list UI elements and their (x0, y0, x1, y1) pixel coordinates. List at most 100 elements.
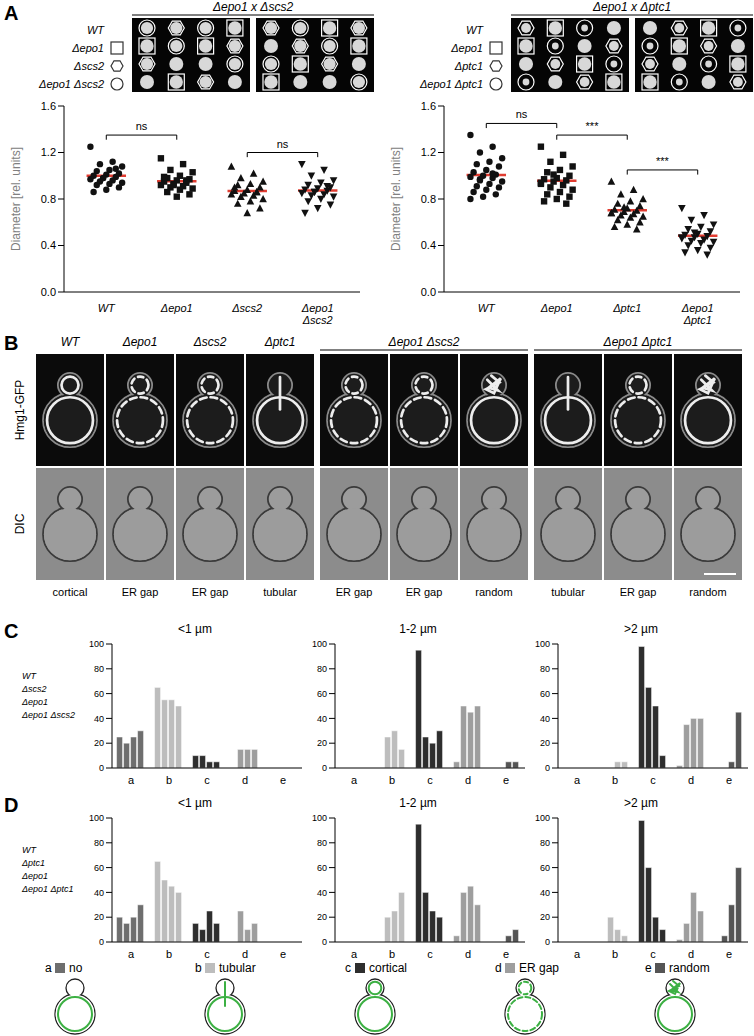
svg-text:ns: ns (136, 120, 148, 132)
svg-text:100: 100 (535, 813, 550, 823)
svg-text:tubular: tubular (263, 586, 297, 598)
svg-text:40: 40 (540, 714, 550, 724)
svg-text:e: e (503, 948, 509, 960)
svg-text:1.2: 1.2 (41, 146, 56, 158)
svg-text:0.4: 0.4 (41, 239, 56, 251)
svg-text:1.2: 1.2 (421, 146, 436, 158)
svg-text:80: 80 (317, 664, 327, 674)
svg-text:a: a (45, 961, 52, 975)
svg-text:Δepo1: Δepo1 (71, 42, 104, 54)
svg-text:random: random (669, 961, 710, 975)
svg-text:no: no (69, 961, 83, 975)
svg-text:0: 0 (322, 937, 327, 947)
svg-text:a: a (574, 774, 581, 786)
svg-text:100: 100 (89, 639, 104, 649)
svg-text:0.0: 0.0 (41, 286, 56, 298)
svg-text:Δepo1 x Δptc1: Δepo1 x Δptc1 (592, 0, 671, 14)
svg-text:Hmg1-GFP: Hmg1-GFP (13, 380, 27, 441)
svg-text:WT: WT (87, 24, 105, 36)
svg-text:tubular: tubular (219, 961, 256, 975)
svg-text:100: 100 (89, 813, 104, 823)
svg-text:***: *** (656, 155, 670, 167)
svg-text:a: a (128, 774, 135, 786)
svg-text:Δptc1: Δptc1 (612, 302, 641, 314)
svg-text:cortical: cortical (369, 961, 407, 975)
svg-text:Δscs2: Δscs2 (231, 302, 262, 314)
svg-text:Δepo1Δptc1: Δepo1Δptc1 (681, 302, 714, 326)
svg-text:tubular: tubular (551, 586, 585, 598)
svg-text:40: 40 (540, 888, 550, 898)
svg-text:40: 40 (94, 888, 104, 898)
svg-text:0.8: 0.8 (421, 193, 436, 205)
svg-text:Δepo1: Δepo1 (540, 302, 573, 314)
svg-text:b: b (612, 774, 618, 786)
svg-text:e: e (280, 774, 286, 786)
svg-text:cortical: cortical (53, 586, 88, 598)
svg-text:ER gap: ER gap (192, 586, 229, 598)
svg-text:40: 40 (317, 888, 327, 898)
svg-text:0.8: 0.8 (41, 193, 56, 205)
svg-text:d: d (242, 948, 248, 960)
svg-text:c: c (204, 948, 210, 960)
svg-text:60: 60 (317, 863, 327, 873)
svg-text:Δepo1: Δepo1 (160, 302, 193, 314)
svg-text:b: b (389, 774, 395, 786)
svg-text:DIC: DIC (13, 513, 27, 534)
svg-text:60: 60 (540, 689, 550, 699)
svg-text:0: 0 (545, 937, 550, 947)
svg-text:80: 80 (94, 838, 104, 848)
svg-text:c: c (650, 774, 656, 786)
svg-text:ns: ns (277, 138, 289, 150)
svg-text:d: d (495, 961, 502, 975)
svg-text:ER gap: ER gap (406, 586, 443, 598)
svg-text:Δptc1: Δptc1 (454, 60, 483, 72)
svg-text:a: a (574, 948, 581, 960)
svg-text:b: b (166, 948, 172, 960)
svg-text:c: c (650, 948, 656, 960)
svg-text:random: random (475, 586, 512, 598)
svg-text:ER gap: ER gap (122, 586, 159, 598)
svg-text:Diameter [rel. units]: Diameter [rel. units] (389, 147, 403, 251)
svg-text:e: e (280, 948, 286, 960)
svg-text:20: 20 (540, 738, 550, 748)
svg-text:Δptc1: Δptc1 (264, 335, 296, 349)
svg-text:c: c (204, 774, 210, 786)
svg-text:b: b (389, 948, 395, 960)
svg-text:d: d (688, 774, 694, 786)
svg-text:Diameter [rel. units]: Diameter [rel. units] (9, 147, 23, 251)
svg-text:0: 0 (545, 763, 550, 773)
svg-text:80: 80 (540, 838, 550, 848)
svg-text:WT: WT (466, 24, 484, 36)
svg-text:1.6: 1.6 (41, 100, 56, 112)
svg-text:60: 60 (540, 863, 550, 873)
svg-text:d: d (465, 774, 471, 786)
svg-text:40: 40 (94, 714, 104, 724)
svg-text:Δepo1: Δepo1 (122, 335, 158, 349)
svg-text:ER gap: ER gap (336, 586, 373, 598)
svg-text:20: 20 (94, 912, 104, 922)
svg-text:100: 100 (535, 639, 550, 649)
svg-text:e: e (645, 961, 652, 975)
svg-text:20: 20 (540, 912, 550, 922)
svg-text:100: 100 (312, 639, 327, 649)
svg-text:60: 60 (94, 863, 104, 873)
svg-text:80: 80 (540, 664, 550, 674)
svg-text:100: 100 (312, 813, 327, 823)
svg-text:c: c (427, 774, 433, 786)
svg-text:a: a (128, 948, 135, 960)
svg-text:20: 20 (317, 738, 327, 748)
svg-text:Δepo1: Δepo1 (450, 42, 483, 54)
svg-text:a: a (351, 948, 358, 960)
svg-text:0: 0 (322, 763, 327, 773)
svg-text:WT: WT (478, 302, 496, 314)
svg-text:d: d (242, 774, 248, 786)
svg-text:e: e (726, 774, 732, 786)
svg-text:Δscs2: Δscs2 (193, 335, 227, 349)
svg-text:80: 80 (94, 664, 104, 674)
svg-text:c: c (427, 948, 433, 960)
svg-text:60: 60 (317, 689, 327, 699)
svg-text:Δscs2: Δscs2 (73, 60, 104, 72)
svg-text:60: 60 (94, 689, 104, 699)
svg-text:c: c (345, 961, 351, 975)
svg-text:0.4: 0.4 (421, 239, 436, 251)
